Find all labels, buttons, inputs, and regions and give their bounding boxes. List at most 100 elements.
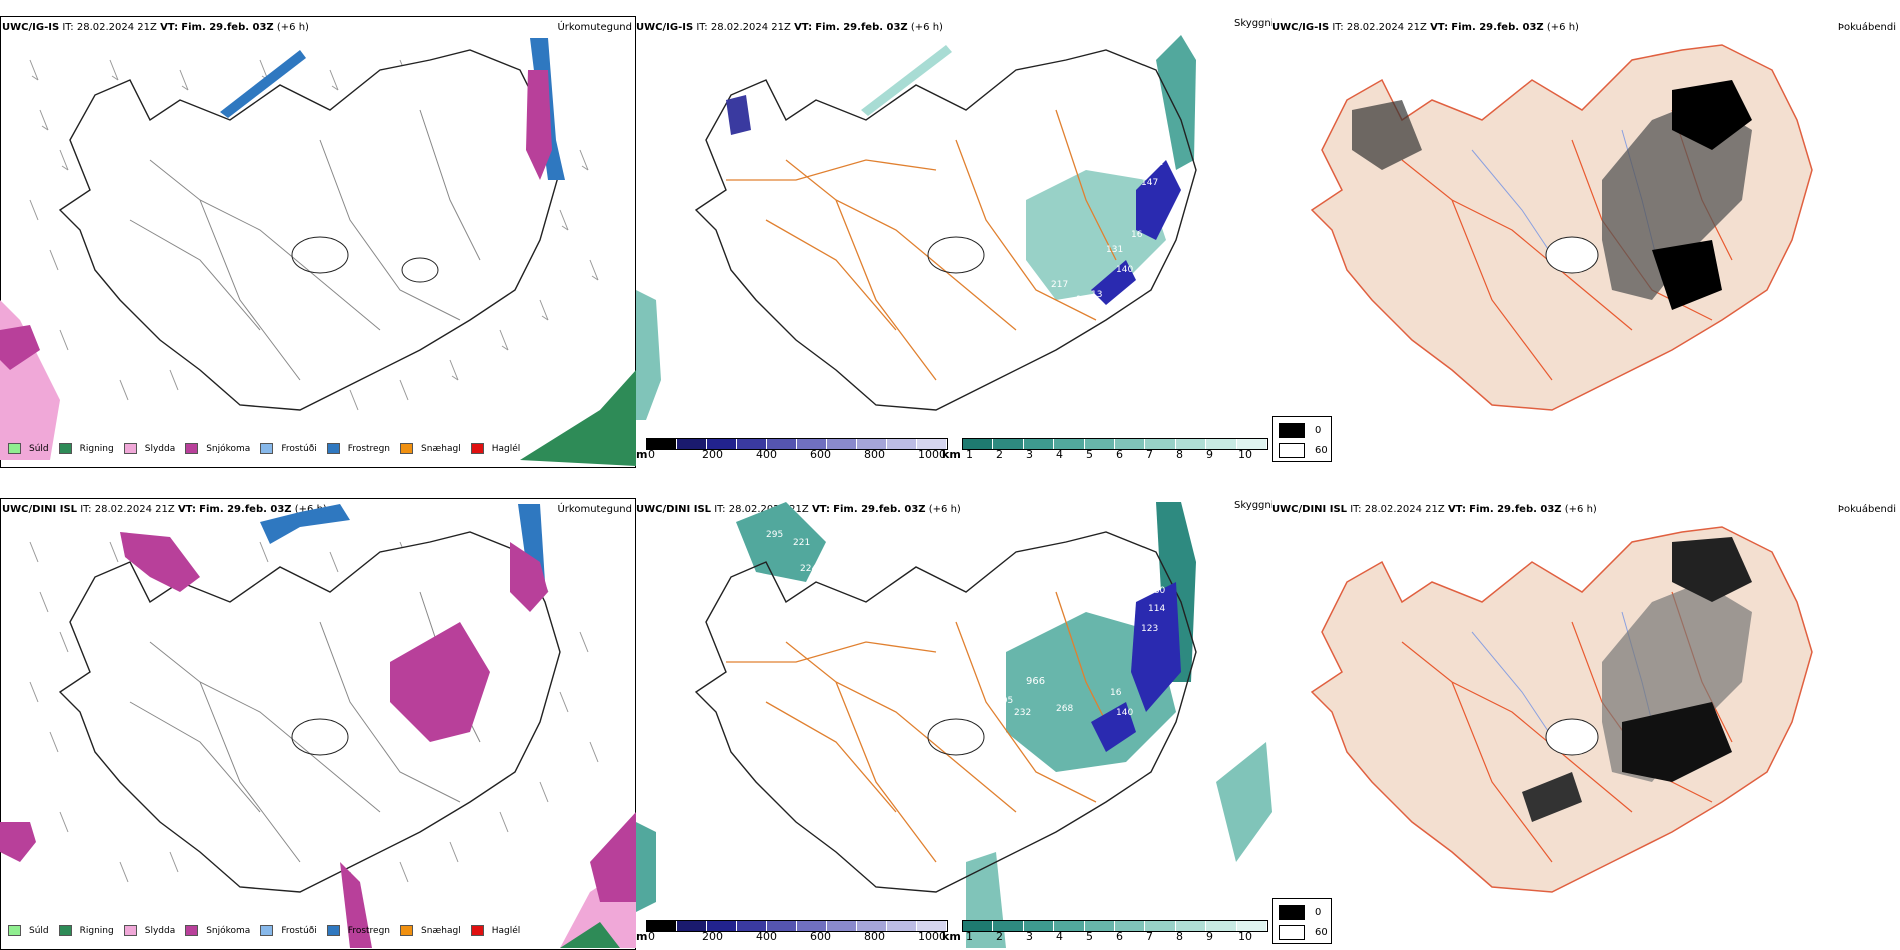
glacier <box>1545 718 1599 756</box>
road-network <box>129 109 481 381</box>
panel-header: UWC/IG-IS IT: 28.02.2024 21Z VT: Fim. 29… <box>1272 22 1579 33</box>
legend-item: Frostúði <box>260 925 317 936</box>
ceiling-tick: 800 <box>864 930 885 943</box>
panel-header: UWC/IG-IS IT: 28.02.2024 21Z VT: Fim. 29… <box>636 22 943 33</box>
visibility-tick: 10 <box>1238 930 1252 943</box>
panel-title: Þokuábendi <box>1837 504 1896 515</box>
fog-legend: 0 60 <box>1272 898 1332 944</box>
precip-type-panel-bottom: UWC/DINI ISL IT: 28.02.2024 21Z VT: Fim.… <box>0 482 636 950</box>
legend-swatch <box>58 443 72 454</box>
visibility-tick: 6 <box>1116 930 1123 943</box>
fog-panel-bottom: UWC/DINI ISL IT: 28.02.2024 21Z VT: Fim.… <box>1272 482 1900 950</box>
panel-header: UWC/DINI ISL IT: 28.02.2024 21Z VT: Fim.… <box>1272 504 1597 515</box>
iceland-precip-map <box>0 38 636 466</box>
iceland-precip-map <box>0 504 636 948</box>
fog-indicator-area <box>1522 772 1582 822</box>
visibility-value-label: 221 <box>793 538 811 548</box>
road-network <box>726 591 1117 863</box>
legend-swatch <box>260 443 274 454</box>
visibility-value-label: 131 <box>1106 245 1124 255</box>
low-ceiling-area <box>1091 702 1136 752</box>
visibility-tick: 9 <box>1206 930 1213 943</box>
fog-legend-item: 60 <box>1279 443 1328 458</box>
glacier-outline <box>291 718 349 756</box>
visibility-value-label: 123 <box>1141 624 1159 634</box>
snow-area <box>340 862 372 948</box>
visibility-value-label: 16 <box>1131 230 1143 240</box>
legend-item: Súld <box>8 443 49 454</box>
snow-area <box>590 812 636 902</box>
legend-swatch <box>400 925 414 936</box>
fog-legend-swatch <box>1279 423 1305 438</box>
snow-area <box>0 325 40 370</box>
low-visibility-area <box>736 502 826 582</box>
visibility-tick: 7 <box>1146 448 1153 461</box>
legend-item: Súld <box>8 925 49 936</box>
ceiling-colorbar <box>646 438 948 450</box>
low-visibility-area <box>636 822 656 912</box>
visibility-tick: 7 <box>1146 930 1153 943</box>
low-ceiling-area <box>1131 582 1181 712</box>
visibility-tick: 8 <box>1176 930 1183 943</box>
road-network <box>726 109 1117 381</box>
glacier-outline <box>291 236 349 274</box>
freezing-rain-area <box>220 50 306 118</box>
iceland-visibility-map <box>636 35 1197 420</box>
visibility-value-label: 224 <box>800 564 818 574</box>
glacier-outline <box>927 236 985 274</box>
ceiling-tick: 600 <box>810 448 831 461</box>
ceiling-tick: 1000 <box>918 930 946 943</box>
fog-legend-item: 60 <box>1279 925 1328 940</box>
legend-item: Snjókoma <box>185 443 250 454</box>
low-visibility-area <box>1026 170 1166 300</box>
legend-swatch <box>185 443 199 454</box>
legend-item: Slydda <box>123 925 175 936</box>
visibility-unit: km <box>942 930 961 943</box>
visibility-value-label: 111 <box>1146 158 1164 168</box>
visibility-value-label: 140 <box>1116 265 1134 275</box>
visibility-value-label: 13 <box>1091 290 1103 300</box>
iceland-coastline <box>58 531 561 893</box>
glacier <box>1545 236 1599 274</box>
fog-legend: 0 60 <box>1272 416 1332 462</box>
visibility-value-label: 268 <box>1056 704 1074 714</box>
snow-area <box>526 70 552 180</box>
ceiling-tick: 200 <box>702 448 723 461</box>
legend-swatch <box>326 925 340 936</box>
visibility-tick: 3 <box>1026 930 1033 943</box>
panel-title: Skyggni <box>1234 18 1272 29</box>
visibility-tick: 5 <box>1086 930 1093 943</box>
low-ceiling-area <box>1091 260 1136 305</box>
ceiling-tick: 800 <box>864 448 885 461</box>
legend-swatch <box>123 925 137 936</box>
panel-header: UWC/IG-IS IT: 28.02.2024 21Z VT: Fim. 29… <box>2 22 309 33</box>
precip-type-legend: Súld Rigning Slydda Snjókoma Frostúði Fr… <box>8 925 530 936</box>
snow-area <box>510 542 548 612</box>
panel-title: Úrkomutegund <box>557 504 632 515</box>
legend-swatch <box>470 925 484 936</box>
fog-legend-item: 0 <box>1279 423 1321 438</box>
visibility-panel-bottom: UWC/DINI ISL IT: 28.02.2024 21Z VT: Fim.… <box>636 482 1272 950</box>
visibility-panel-top: UWC/IG-IS IT: 28.02.2024 21Z VT: Fim. 29… <box>636 0 1272 468</box>
visibility-tick: 6 <box>1116 448 1123 461</box>
low-visibility-area <box>1216 742 1272 862</box>
panel-title: Úrkomutegund <box>557 22 632 33</box>
legend-item: Frostúði <box>260 443 317 454</box>
visibility-value-label: 217 <box>1051 280 1069 290</box>
ceiling-colorbar <box>646 920 948 932</box>
precip-type-panel-top: UWC/IG-IS IT: 28.02.2024 21Z VT: Fim. 29… <box>0 0 636 468</box>
legend-item: Snæhagl <box>400 925 461 936</box>
legend-item: Haglél <box>470 925 520 936</box>
legend-item: Snjókoma <box>185 925 250 936</box>
low-visibility-area <box>636 290 661 420</box>
rain-area <box>560 922 620 948</box>
visibility-value-label: 232 <box>1014 708 1032 718</box>
visibility-tick: 2 <box>996 930 1003 943</box>
legend-item: Slydda <box>123 443 175 454</box>
fog-legend-swatch <box>1279 905 1305 920</box>
ceiling-unit: m <box>636 930 648 943</box>
ceiling-tick: 600 <box>810 930 831 943</box>
visibility-tick: 1 <box>966 448 973 461</box>
iceland-fog-map <box>1310 526 1813 893</box>
visibility-value-label: 205 <box>996 696 1014 706</box>
